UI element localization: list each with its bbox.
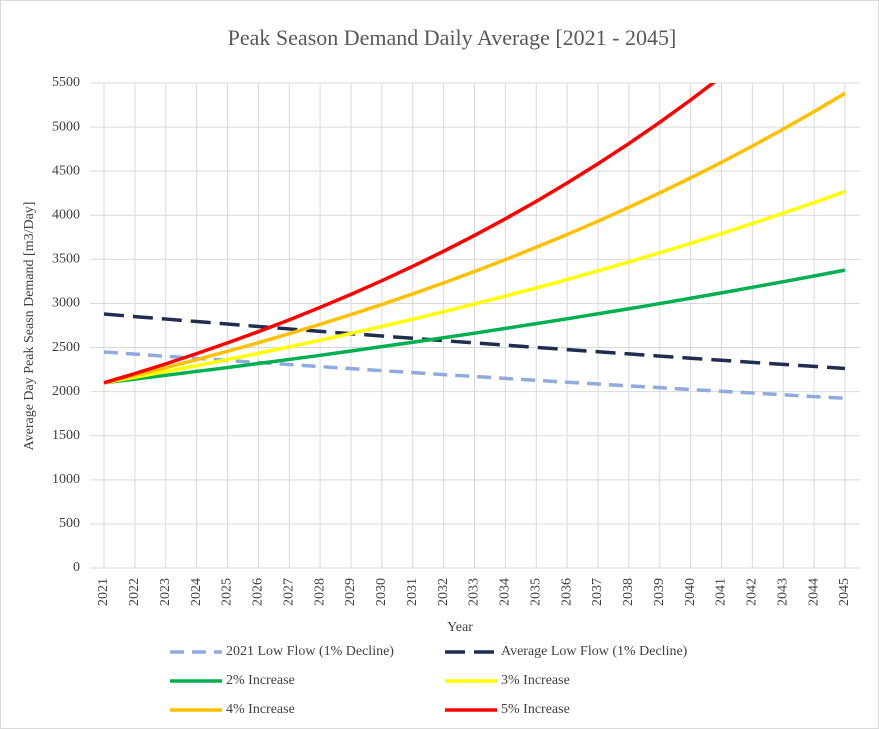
y-axis-label: Average Day Peak Seasn Demand [m3/Day] xyxy=(22,202,37,451)
x-tick-label: 2022 xyxy=(127,578,142,606)
x-axis-label: Year xyxy=(447,620,473,635)
x-tick-label: 2040 xyxy=(683,578,698,606)
y-tick-label: 0 xyxy=(73,560,80,575)
x-tick-label: 2045 xyxy=(837,578,852,606)
x-tick-label: 2031 xyxy=(405,578,420,606)
y-tick-label: 3500 xyxy=(52,252,80,267)
y-tick-label: 500 xyxy=(59,516,80,531)
x-tick-label: 2028 xyxy=(312,578,327,606)
series-line xyxy=(103,312,846,371)
x-tick-label: 2033 xyxy=(467,578,482,606)
x-tick-label: 2021 xyxy=(96,578,111,606)
x-tick-label: 2023 xyxy=(158,578,173,606)
x-tick-label: 2039 xyxy=(652,578,667,606)
plot-lines xyxy=(103,83,846,400)
x-tick-label: 2041 xyxy=(714,578,729,606)
series-line xyxy=(103,83,717,385)
legend-label: 3% Increase xyxy=(501,673,570,688)
y-tick-label: 4500 xyxy=(52,163,80,178)
y-tick-label: 2500 xyxy=(52,340,80,355)
x-tick-label: 2044 xyxy=(806,578,821,606)
grid: 0 500 1000 1500 2000 2500 3000 3500 4000 4500 5000… xyxy=(52,75,860,606)
y-tick-label: 5500 xyxy=(52,75,80,90)
y-tick-label: 4000 xyxy=(52,207,80,222)
x-tick-label: 2027 xyxy=(281,578,296,606)
x-tick-label: 2043 xyxy=(775,578,790,606)
x-tick-label: 2034 xyxy=(498,578,513,606)
series-line xyxy=(103,91,846,385)
x-tick-label: 2037 xyxy=(590,578,605,606)
x-tick-label: 2038 xyxy=(621,578,636,606)
series-line xyxy=(103,268,846,385)
legend: 2021 Low Flow (1% Decline) Average Low Fl… xyxy=(170,644,688,717)
x-tick-label: 2029 xyxy=(343,578,358,606)
x-tick-label: 2030 xyxy=(374,578,389,606)
x-tick-label: 2025 xyxy=(220,578,235,606)
y-tick-label: 1000 xyxy=(52,472,80,487)
x-tick-label: 2026 xyxy=(251,578,266,606)
x-tick-label: 2042 xyxy=(745,578,760,606)
x-tick-label: 2035 xyxy=(528,578,543,606)
series-line xyxy=(103,189,846,385)
x-tick-label: 2036 xyxy=(559,578,574,606)
y-tick-label: 2000 xyxy=(52,384,80,399)
legend-label: 4% Increase xyxy=(226,702,295,717)
x-tick-label: 2032 xyxy=(436,578,451,606)
legend-label: 2021 Low Flow (1% Decline) xyxy=(226,644,394,659)
y-tick-label: 5000 xyxy=(52,119,80,134)
legend-label: 2% Increase xyxy=(226,673,295,688)
y-tick-label: 3000 xyxy=(52,296,80,311)
x-tick-label: 2024 xyxy=(189,578,204,606)
legend-label: Average Low Flow (1% Decline) xyxy=(501,644,688,659)
legend-label: 5% Increase xyxy=(501,702,570,717)
y-tick-label: 1500 xyxy=(52,428,80,443)
chart-title: Peak Season Demand Daily Average [2021 -… xyxy=(228,25,677,50)
